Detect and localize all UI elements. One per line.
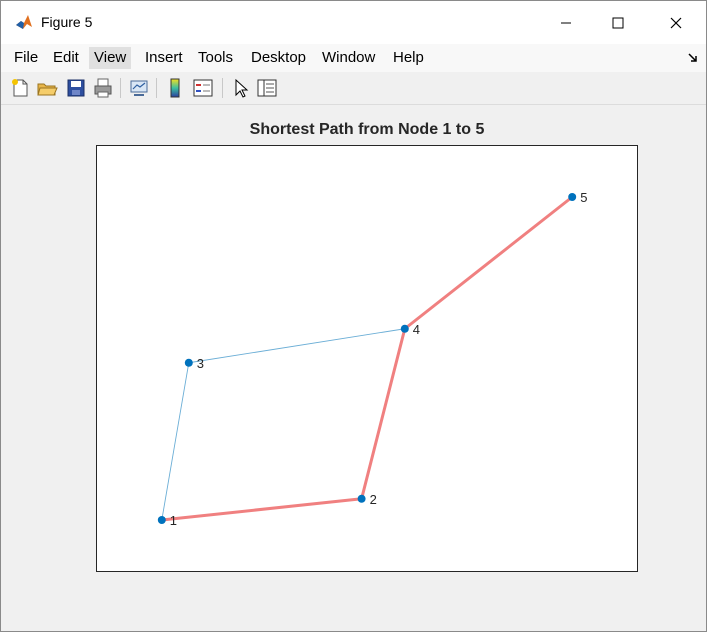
edge-2-4-highlighted: [360, 327, 407, 501]
menu-file[interactable]: File: [14, 49, 39, 66]
colorbar-icon[interactable]: [164, 77, 186, 99]
node-1: [157, 516, 166, 524]
edit-plot-pointer-icon[interactable]: [230, 77, 252, 99]
toolbar-separator: [222, 78, 223, 98]
print-icon[interactable]: [92, 77, 114, 99]
open-file-icon[interactable]: [36, 77, 58, 99]
figure-toolbar: [1, 72, 706, 105]
edge-1-3: [161, 362, 190, 521]
menu-desktop[interactable]: Desktop: [251, 49, 307, 66]
node-label-2: 2: [370, 492, 377, 507]
edge-4-5-highlighted: [403, 195, 574, 331]
node-label-5: 5: [580, 190, 587, 205]
minimize-icon: [561, 22, 571, 23]
node-label-3: 3: [197, 356, 204, 371]
node-label-1: 1: [170, 513, 177, 528]
menu-tools[interactable]: Tools: [198, 49, 234, 66]
toolbar-separator: [120, 78, 121, 98]
menu-insert[interactable]: Insert: [145, 49, 183, 66]
minimize-button[interactable]: [537, 1, 595, 44]
new-figure-icon[interactable]: [9, 77, 31, 99]
node-5: [568, 193, 577, 201]
maximize-icon: [612, 17, 624, 28]
window-title: Figure 5: [41, 14, 93, 30]
menu-bar: File Edit View Insert Tools Desktop Wind…: [1, 44, 706, 72]
link-plot-icon[interactable]: [128, 77, 150, 99]
property-inspector-icon[interactable]: [256, 77, 278, 99]
edge-3-4: [188, 328, 406, 364]
save-icon[interactable]: [65, 77, 87, 99]
node-label-4: 4: [413, 322, 420, 337]
node-2: [357, 494, 366, 503]
close-icon: [670, 17, 682, 28]
legend-icon[interactable]: [192, 77, 214, 99]
menu-window[interactable]: Window: [322, 49, 376, 66]
toolbar-separator: [156, 78, 157, 98]
dock-figure-icon[interactable]: [687, 52, 699, 64]
menu-view[interactable]: View: [89, 47, 132, 69]
title-bar: Figure 5: [1, 1, 706, 44]
menu-help[interactable]: Help: [393, 49, 424, 66]
edge-1-2-highlighted: [160, 497, 364, 522]
matlab-logo-icon: [15, 13, 33, 31]
close-button[interactable]: [647, 1, 705, 44]
node-3: [184, 358, 193, 367]
plot-title: Shortest Path from Node 1 to 5: [249, 121, 485, 138]
menu-edit[interactable]: Edit: [53, 49, 79, 66]
node-4: [400, 324, 409, 333]
maximize-button[interactable]: [589, 1, 647, 44]
